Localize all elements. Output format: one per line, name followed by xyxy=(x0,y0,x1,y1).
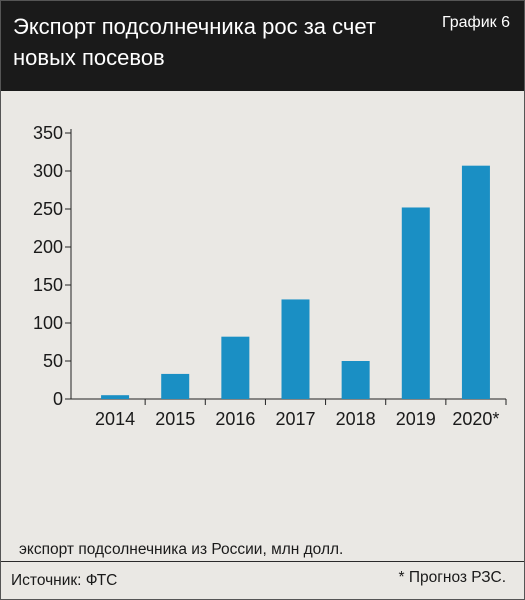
x-tick-label: 2017 xyxy=(275,409,315,429)
chart-title: Экспорт подсолнечника рос за счет новых … xyxy=(13,14,376,70)
chart-number-label: График 6 xyxy=(441,14,510,31)
bar-2017 xyxy=(281,299,310,399)
source-text: Источник: ФТС xyxy=(11,572,118,589)
y-tick-label: 300 xyxy=(33,161,63,181)
x-tick-label: 2018 xyxy=(336,409,376,429)
bar-2016 xyxy=(221,336,250,399)
y-tick-label: 0 xyxy=(53,389,63,409)
x-tick-label: 2014 xyxy=(95,409,135,429)
bar-2020 xyxy=(461,165,490,399)
y-tick-label: 50 xyxy=(43,351,63,371)
footer-divider xyxy=(1,561,524,562)
x-tick-label: 2016 xyxy=(215,409,255,429)
bar-chart: 0 50 100 150 200 250 300 350 2014 2015 2016 2017 201… xyxy=(33,123,507,429)
y-tick-label: 150 xyxy=(33,275,63,295)
y-tick-label: 350 xyxy=(33,123,63,143)
forecast-note: * Прогноз РЗС. xyxy=(398,569,506,586)
x-tick-label: 2015 xyxy=(155,409,195,429)
chart-caption: экспорт подсолнечника из России, млн дол… xyxy=(19,541,344,558)
chart-header: Экспорт подсолнечника рос за счет новых … xyxy=(1,1,524,91)
bar-2014 xyxy=(101,395,130,399)
bar-2018 xyxy=(341,361,370,399)
bar-2019 xyxy=(401,207,430,399)
x-tick-label: 2020* xyxy=(452,409,499,429)
bar-2015 xyxy=(161,373,190,399)
x-tick-label: 2019 xyxy=(396,409,436,429)
y-tick-label: 200 xyxy=(33,237,63,257)
chart-area: 0 50 100 150 200 250 300 350 2014 2015 2016 2017 201… xyxy=(1,91,524,586)
y-tick-label: 100 xyxy=(33,313,63,333)
y-tick-label: 250 xyxy=(33,199,63,219)
